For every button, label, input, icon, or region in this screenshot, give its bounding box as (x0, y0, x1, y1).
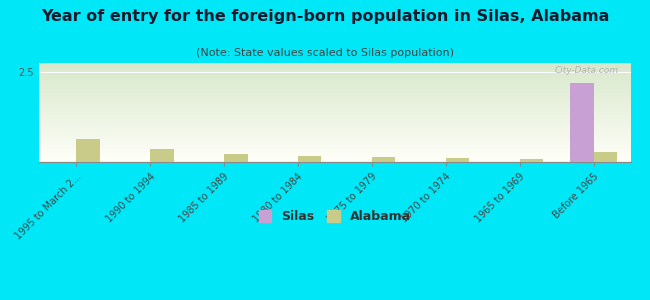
Bar (570, 83, 593, 162)
Text: City-Data.com: City-Data.com (554, 66, 619, 75)
Legend: Silas, Alabama: Silas, Alabama (255, 206, 415, 227)
Bar (76, 139, 99, 162)
Bar (446, 158, 469, 162)
Bar (298, 155, 322, 162)
Bar (150, 149, 174, 162)
Text: Year of entry for the foreign-born population in Silas, Alabama: Year of entry for the foreign-born popul… (41, 9, 609, 24)
Bar (519, 159, 543, 162)
Bar (372, 157, 395, 162)
Bar (224, 154, 248, 162)
Text: (Note: State values scaled to Silas population): (Note: State values scaled to Silas popu… (196, 48, 454, 58)
Bar (593, 152, 618, 162)
